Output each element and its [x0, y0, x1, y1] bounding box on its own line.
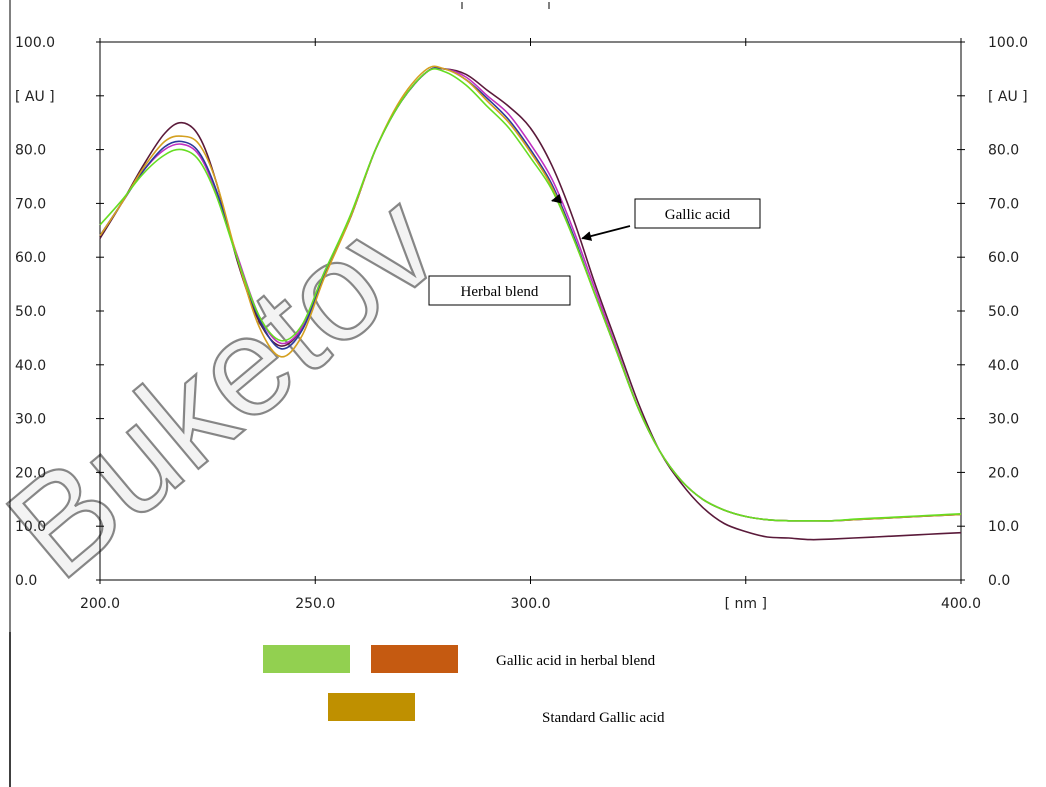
y-tick-label-right: 60.0 [988, 250, 1019, 266]
annotation-label: Herbal blend [461, 284, 539, 300]
annotation-box [634, 198, 761, 229]
y-tick-label-left: 30.0 [15, 412, 46, 428]
y-tick-label-left: 50.0 [15, 304, 46, 320]
legend-swatch-orange [371, 645, 458, 673]
y-tick-label-left: [ AU ] [15, 89, 55, 105]
y-tick-label-right: 10.0 [988, 519, 1019, 535]
y-tick-label-left: 60.0 [15, 250, 46, 266]
x-tick-label: 250.0 [295, 596, 335, 612]
watermark-text: Buketov [0, 163, 467, 608]
annotation-arrow [581, 225, 631, 241]
annotation-box [428, 275, 571, 306]
x-tick-label: 200.0 [80, 596, 120, 612]
y-tick-label-right: 20.0 [988, 465, 1019, 481]
y-tick-label-right: 40.0 [988, 358, 1019, 374]
annotation-arrow [551, 193, 562, 204]
plot-axes: 100.0 100.0 [ AU ] [ AU ] 80.0 80.0 70.0 70.0 60… [15, 35, 1028, 612]
y-tick-label-right: 100.0 [988, 35, 1028, 51]
y-tick-label-right: 0.0 [988, 573, 1010, 589]
y-tick-label-right: 70.0 [988, 196, 1019, 212]
y-tick-label-left: 40.0 [15, 358, 46, 374]
y-tick-label-left: 20.0 [15, 465, 46, 481]
y-tick-label-left: 80.0 [15, 143, 46, 159]
y-tick-label-right: 30.0 [988, 412, 1019, 428]
series-line-4 [99, 68, 962, 522]
series-layer [99, 65, 962, 541]
legend-label-standard: Standard Gallic acid [542, 710, 665, 726]
y-tick-label-right: 50.0 [988, 304, 1019, 320]
annotation-label: Gallic acid [665, 207, 731, 223]
y-tick-label-left: 70.0 [15, 196, 46, 212]
x-tick-label: [ nm ] [725, 596, 767, 612]
y-tick-label-left: 10.0 [15, 519, 46, 535]
y-tick-label-right: 80.0 [988, 143, 1019, 159]
legend: Gallic acid in herbal blend Standard Gal… [263, 645, 665, 726]
legend-swatch-green [263, 645, 350, 673]
legend-label-herbal-blend: Gallic acid in herbal blend [496, 653, 656, 669]
y-tick-label-right: [ AU ] [988, 89, 1028, 105]
x-tick-label: 400.0 [941, 596, 981, 612]
y-tick-label-left: 100.0 [15, 35, 55, 51]
x-tick-label: 300.0 [510, 596, 550, 612]
y-tick-label-left: 0.0 [15, 573, 37, 589]
annotation-layer: Gallic acid Herbal blend [428, 193, 761, 306]
legend-swatch-gold [328, 693, 415, 721]
